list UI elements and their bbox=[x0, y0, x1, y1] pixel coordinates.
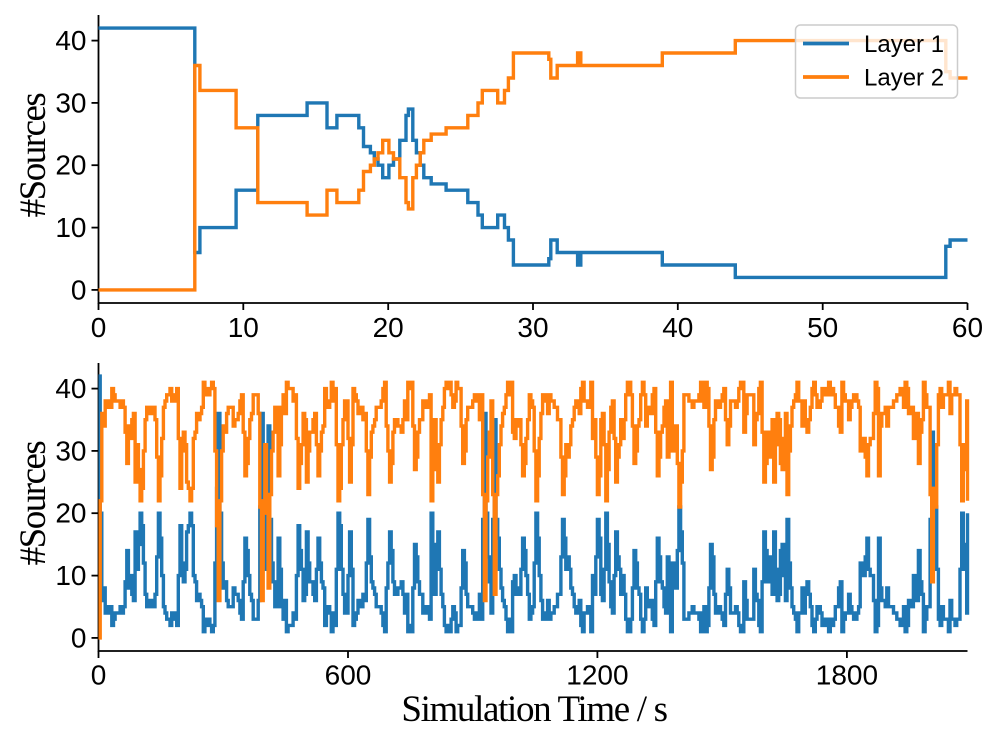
svg-text:30: 30 bbox=[517, 312, 548, 343]
svg-text:20: 20 bbox=[373, 312, 404, 343]
svg-text:0: 0 bbox=[71, 274, 87, 305]
svg-text:#Sources: #Sources bbox=[13, 93, 54, 218]
svg-text:10: 10 bbox=[228, 312, 259, 343]
svg-text:Simulation Time / s: Simulation Time / s bbox=[401, 689, 667, 730]
svg-text:0: 0 bbox=[91, 312, 107, 343]
svg-text:0: 0 bbox=[71, 622, 87, 653]
svg-text:40: 40 bbox=[55, 373, 86, 404]
svg-text:40: 40 bbox=[662, 312, 693, 343]
svg-text:40: 40 bbox=[55, 25, 86, 56]
svg-text:1200: 1200 bbox=[566, 660, 628, 691]
svg-text:Layer 2: Layer 2 bbox=[864, 65, 944, 92]
svg-text:Layer 1: Layer 1 bbox=[864, 31, 944, 58]
svg-text:#Sources: #Sources bbox=[13, 441, 54, 566]
svg-text:60: 60 bbox=[952, 312, 983, 343]
svg-text:20: 20 bbox=[55, 498, 86, 529]
svg-text:10: 10 bbox=[55, 560, 86, 591]
svg-text:20: 20 bbox=[55, 150, 86, 181]
svg-text:10: 10 bbox=[55, 212, 86, 243]
svg-text:30: 30 bbox=[55, 435, 86, 466]
svg-text:50: 50 bbox=[807, 312, 838, 343]
svg-text:0: 0 bbox=[91, 660, 107, 691]
svg-text:600: 600 bbox=[325, 660, 372, 691]
svg-text:1800: 1800 bbox=[816, 660, 878, 691]
svg-text:30: 30 bbox=[55, 87, 86, 118]
